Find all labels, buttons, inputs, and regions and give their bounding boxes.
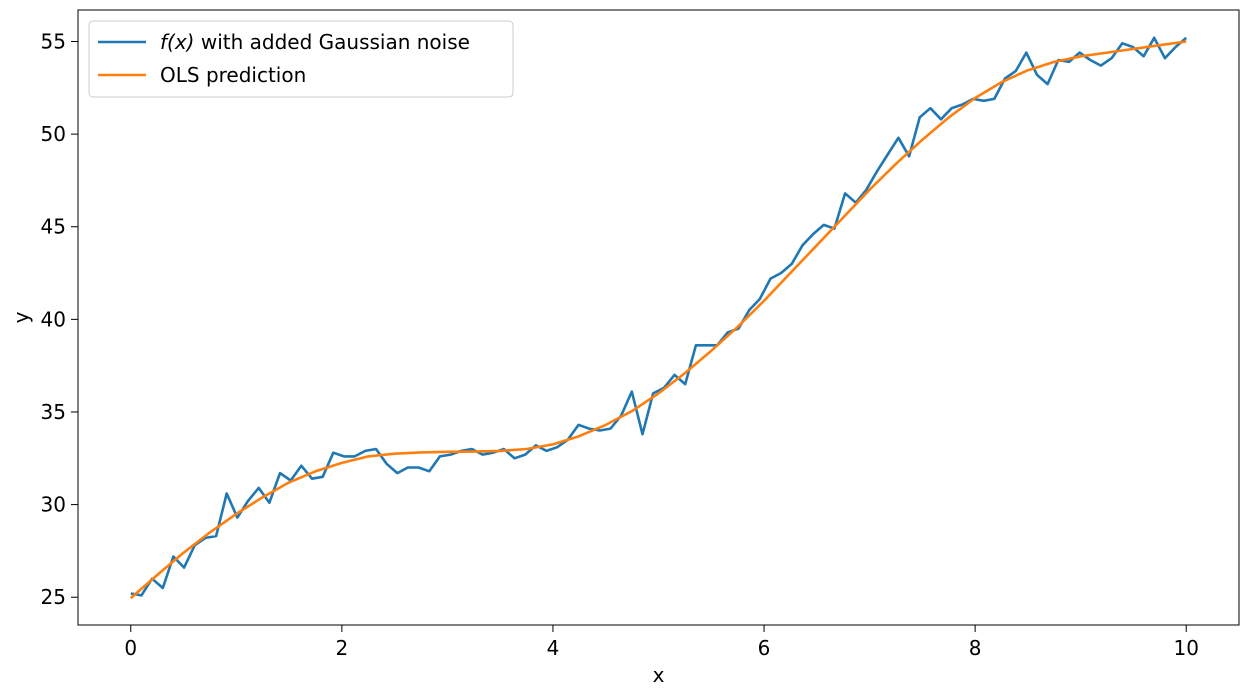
legend: f(x) with added Gaussian noise OLS predi…	[88, 20, 514, 98]
x-tick-label: 2	[335, 636, 348, 660]
x-tick-label: 8	[969, 636, 982, 660]
legend-entry-ols: OLS prediction	[160, 63, 306, 87]
plot-frame	[77, 9, 1240, 626]
series-ols-line	[129, 40, 1187, 600]
series-layer	[129, 36, 1188, 600]
y-tick-label: 55	[41, 29, 66, 53]
x-axis: 0 2 4 6 8 10	[124, 625, 1199, 660]
y-tick-label: 30	[41, 493, 66, 517]
y-tick-label: 45	[41, 215, 66, 239]
legend-box	[88, 20, 514, 98]
legend-entry-ols-label: OLS prediction	[160, 63, 306, 87]
legend-entry-noisy: f(x) with added Gaussian noise	[160, 30, 470, 54]
legend-entry-noisy-rest: with added Gaussian noise	[194, 30, 469, 54]
y-tick-label: 25	[41, 585, 66, 609]
x-tick-label: 10	[1174, 636, 1199, 660]
series-noisy-line	[130, 36, 1188, 597]
y-tick-label: 35	[41, 400, 66, 424]
y-tick-label: 50	[41, 122, 66, 146]
y-tick-label: 40	[41, 307, 66, 331]
plot-area	[77, 9, 1240, 626]
y-axis: 25 30 35 40 45 50 55	[41, 29, 78, 609]
x-tick-label: 6	[758, 636, 771, 660]
legend-entry-noisy-math: f(x)	[160, 30, 194, 54]
x-tick-label: 4	[547, 636, 560, 660]
y-axis-label: y	[9, 311, 33, 323]
x-tick-label: 0	[124, 636, 137, 660]
x-axis-label: x	[653, 663, 665, 687]
